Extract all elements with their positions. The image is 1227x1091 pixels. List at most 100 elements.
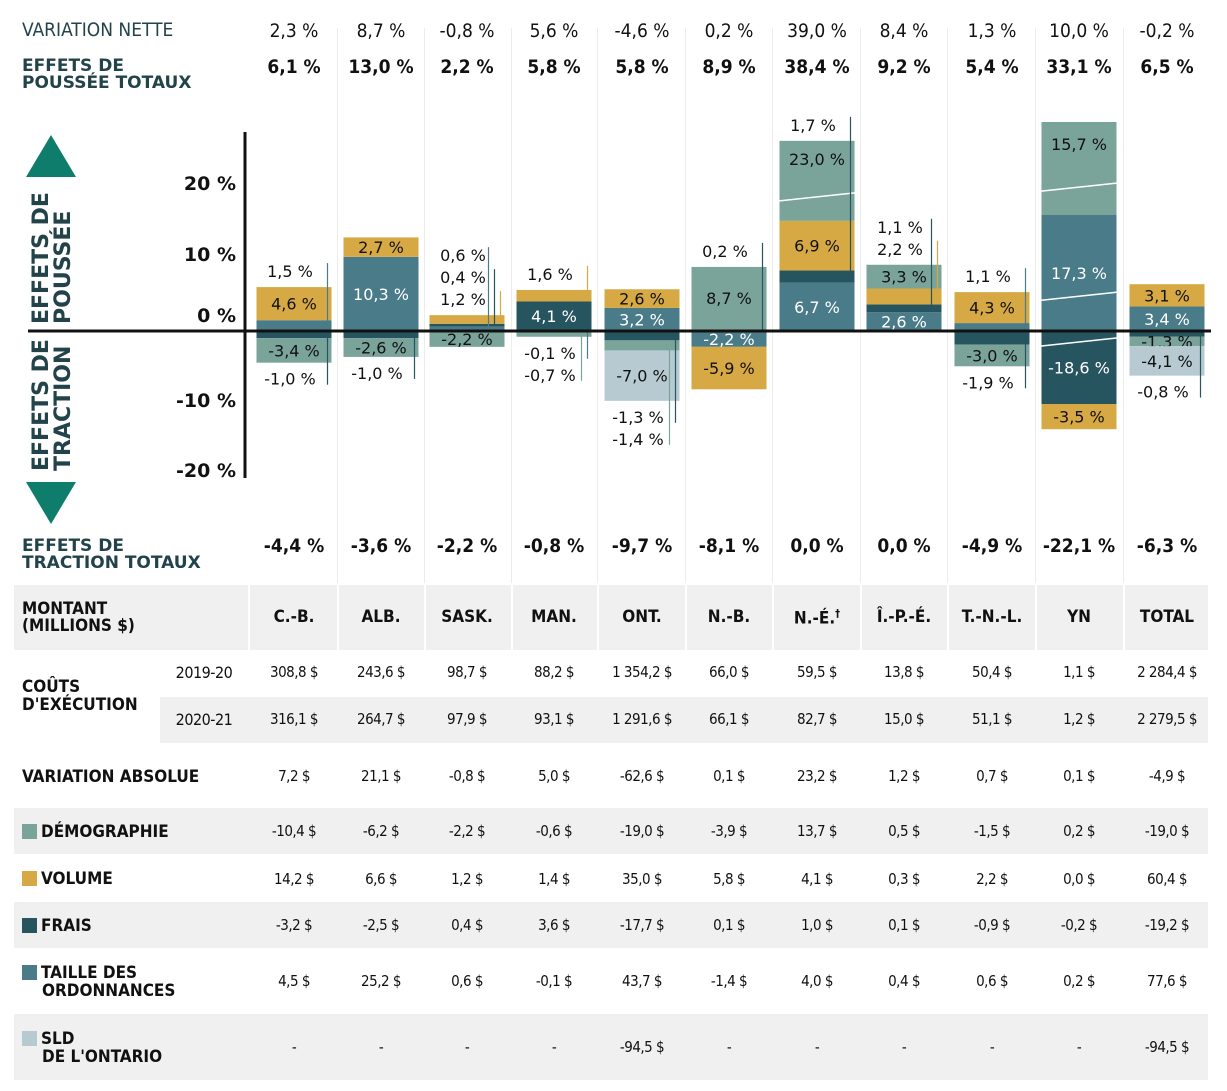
table-cell-sld: - <box>378 1038 384 1056</box>
bar-segment-taille <box>1129 306 1205 331</box>
table-row-bg <box>14 902 1208 948</box>
bar-value-label: -5,9 % <box>703 359 755 378</box>
row-label-taille: TAILLE DES ORDONNANCES <box>22 964 175 1000</box>
column-separator <box>685 28 686 583</box>
traction-totaux-value: -2,2 % <box>436 535 498 557</box>
bar-value-label: 3,2 % <box>619 310 665 329</box>
header-cell-divider <box>248 585 250 650</box>
couts-2019-cell: 98,7 $ <box>447 663 487 681</box>
couts-label: COÛTS D'EXÉCUTION <box>22 678 138 714</box>
bar-segment-taille <box>604 307 680 331</box>
bar-value-label: 10,3 % <box>353 285 409 304</box>
table-cell-volume: 0,0 $ <box>1063 869 1095 888</box>
bar-external-label: -1,9 % <box>962 373 1014 392</box>
bar-external-label: -0,1 % <box>524 344 576 363</box>
table-cell-frais: -0,2 $ <box>1060 916 1098 934</box>
footnote-dagger: † <box>835 607 841 620</box>
table-cell-taille: 0,4 $ <box>888 972 920 990</box>
couts-2020-cell: 82,7 $ <box>797 710 837 728</box>
bar-external-label: 0,4 % <box>440 268 486 287</box>
bar-segment-frais <box>516 301 592 331</box>
table-cell-frais: 0,1 $ <box>713 916 745 934</box>
poussee-arrow-icon <box>26 135 76 181</box>
bar-segment-demographie <box>516 331 592 337</box>
poussee-totaux-label: EFFETS DE POUSSÉE TOTAUX <box>22 58 191 92</box>
column-separator <box>947 28 948 583</box>
table-cell-demographie: -0,6 $ <box>535 822 573 840</box>
bar-value-label: -2,6 % <box>355 339 407 358</box>
poussee-totaux-value: 5,8 % <box>527 56 581 78</box>
table-cell-demographie: 13,7 $ <box>797 822 837 840</box>
bar-value-label: -2,2 % <box>441 330 493 349</box>
table-cell-sld: - <box>726 1038 732 1056</box>
header-cell-divider <box>597 585 599 650</box>
bar-external-label: -1,4 % <box>612 430 664 449</box>
poussee-totaux-value: 9,2 % <box>877 56 931 78</box>
year-label: 2019-20 <box>175 663 233 682</box>
bar-segment-taille <box>343 256 419 331</box>
y-tick-label: 20 % <box>184 173 236 195</box>
couts-2020-cell: 93,1 $ <box>534 710 574 728</box>
bar-segment-demographie <box>256 338 332 363</box>
bar-value-label: 4,3 % <box>969 299 1015 318</box>
bar-segment-volume <box>256 287 332 321</box>
table-column-header: TOTAL <box>1139 607 1195 627</box>
bar-segment-volume <box>1129 284 1205 307</box>
bar-segment-taille <box>866 312 942 331</box>
poussee-totaux-value: 33,1 % <box>1046 56 1112 78</box>
traction-totaux-label-line1: EFFETS DE <box>22 536 124 556</box>
traction-side-label: EFFETS DE TRACTION <box>26 337 76 477</box>
table-cell-taille: -0,1 $ <box>535 972 573 990</box>
couts-2020-cell: 1,2 $ <box>1063 710 1095 728</box>
table-cell-demographie: -3,9 $ <box>710 822 748 840</box>
couts-2020-cell: 15,0 $ <box>884 710 924 728</box>
row-label-frais: FRAIS <box>22 917 92 935</box>
table-cell-volume: 60,4 $ <box>1147 869 1187 888</box>
variation-absolue-cell: -0,8 $ <box>448 767 486 785</box>
table-cell-sld: - <box>464 1038 470 1056</box>
couts-2020-cell: 316,1 $ <box>270 710 319 728</box>
table-column-header: T.-N.-L. <box>961 607 1023 627</box>
table-cell-demographie: -10,4 $ <box>271 822 317 840</box>
variation-absolue-cell: 0,1 $ <box>1063 767 1095 785</box>
table-cell-volume: 14,2 $ <box>274 869 314 888</box>
bar-value-label: 6,9 % <box>794 237 840 256</box>
header-cell-divider <box>337 585 339 650</box>
table-header-label-line1: MONTANT <box>22 599 108 619</box>
header-cell-divider <box>947 585 949 650</box>
axis-break-mark <box>779 192 855 202</box>
couts-2020-cell: 2 279,5 $ <box>1137 710 1197 728</box>
axis-break-mark <box>1041 337 1117 347</box>
bar-value-label: 3,4 % <box>1144 310 1190 329</box>
bar-external-label: 1,5 % <box>267 262 313 281</box>
table-cell-frais: -3,2 $ <box>275 916 313 934</box>
couts-2020-cell: 1 291,6 $ <box>612 710 672 728</box>
bar-segment-frais <box>1041 331 1117 404</box>
table-cell-sld: - <box>1076 1038 1082 1056</box>
bar-external-label: -1,0 % <box>264 370 316 389</box>
couts-2019-cell: 243,6 $ <box>357 663 406 681</box>
table-cell-sld: - <box>989 1038 995 1056</box>
couts-2019-cell: 88,2 $ <box>534 663 574 681</box>
traction-totaux-label: EFFETS DE TRACTION TOTAUX <box>22 538 201 572</box>
row-label-line2: DE L'ONTARIO <box>42 1047 163 1067</box>
column-separator <box>860 28 861 583</box>
bar-segment-volume <box>429 315 505 324</box>
table-cell-frais: -2,5 $ <box>362 916 400 934</box>
table-column-header: N.-B. <box>707 607 751 627</box>
bar-external-label: 0,6 % <box>440 246 486 265</box>
traction-totaux-value: 0,0 % <box>790 535 844 557</box>
variation-nette-value: -0,2 % <box>1139 20 1195 42</box>
bar-segment-sld <box>1129 346 1205 376</box>
bar-segment-frais <box>1129 331 1205 337</box>
variation-absolue-cell: 23,2 $ <box>797 767 837 785</box>
bar-segment-demographie <box>866 264 942 289</box>
bar-value-label: 23,0 % <box>789 150 845 169</box>
variation-absolue-cell: -4,9 $ <box>1148 767 1186 785</box>
poussee-totaux-value: 13,0 % <box>348 56 414 78</box>
column-separator <box>511 28 512 583</box>
bar-segment-volume <box>516 289 592 302</box>
table-cell-sld: - <box>814 1038 820 1056</box>
table-cell-frais: 3,6 $ <box>538 916 570 934</box>
bar-segment-frais <box>429 323 505 327</box>
